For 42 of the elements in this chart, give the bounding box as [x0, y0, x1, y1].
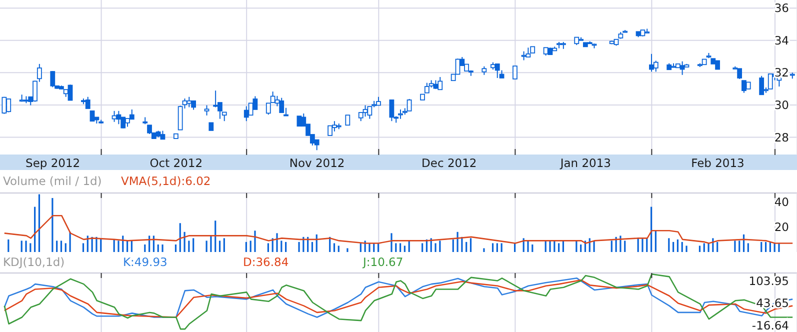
chart-title: KDJ(10,1d) [3, 255, 66, 269]
candlestick [438, 76, 443, 90]
candlestick [389, 99, 394, 122]
y-tick-label: 103.95 [748, 274, 789, 288]
text: VMA(5,1d):6.02 [121, 174, 212, 188]
x-tick-label: Sep 2012 [26, 156, 80, 170]
line-series [4, 214, 794, 244]
y-tick-label: -16.64 [752, 318, 789, 332]
x-tick-label: Dec 2012 [422, 156, 477, 170]
candlestick [526, 47, 531, 58]
x-tick-label: Oct 2012 [150, 156, 203, 170]
y-tick-label: 36 [774, 1, 789, 16]
x-tick-label: Jan 2013 [559, 156, 611, 170]
x-tick-label: Nov 2012 [289, 156, 345, 170]
y-tick-label: 20 [774, 220, 789, 234]
candlestick [296, 116, 302, 127]
candlestick [186, 96, 192, 108]
y-tick-label: 28 [774, 130, 789, 144]
candlestick [204, 104, 210, 116]
y-tick-label: 32 [774, 66, 789, 80]
candlestick [759, 75, 764, 96]
candlestick [406, 98, 412, 112]
y-tick-label: 30 [774, 98, 789, 112]
candlestick [512, 66, 518, 80]
candlestick [768, 74, 773, 90]
candlestick [116, 110, 122, 125]
line-series [4, 273, 794, 330]
candlestick [494, 63, 500, 78]
candlestick [50, 70, 56, 88]
candlestick [244, 106, 249, 122]
text: D:36.84 [243, 255, 290, 269]
chart-title: Volume (mil / 1d) [3, 174, 103, 188]
candlestick [345, 114, 350, 126]
text: K:49.93 [123, 255, 168, 269]
series-label: J:10.67 [363, 255, 404, 269]
candlestick [129, 108, 134, 120]
candlestick [279, 97, 284, 114]
candlestick [680, 60, 685, 76]
candlestick [68, 84, 73, 101]
y-tick-label: 34 [774, 33, 789, 48]
x-tick-label: Feb 2013 [691, 156, 744, 170]
y-tick-label: 40 [774, 194, 789, 209]
